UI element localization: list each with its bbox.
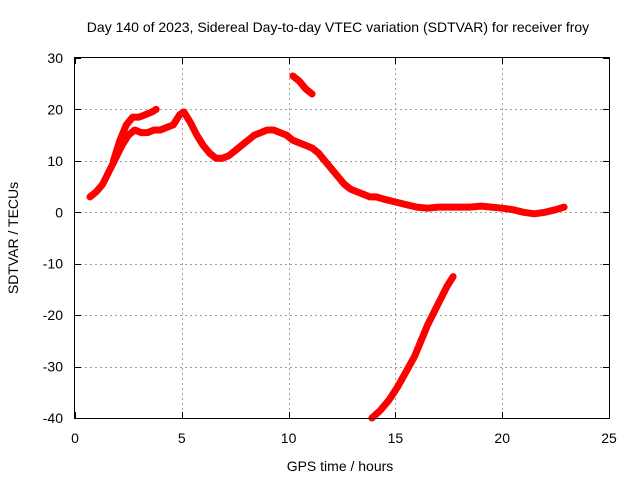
- x-tick-label: 15: [388, 430, 404, 446]
- series-line-main-arc: [86, 108, 568, 218]
- x-tick-label: 25: [601, 430, 617, 446]
- ticks: [75, 58, 610, 419]
- x-axis-label: GPS time / hours: [287, 458, 394, 474]
- x-tick-label: 20: [494, 430, 510, 446]
- x-tick-label: 0: [71, 430, 79, 446]
- series-line-descending-arc: [368, 273, 457, 422]
- y-tick-label: -40: [43, 410, 63, 426]
- y-tick-label: 0: [55, 204, 63, 220]
- x-tick-label: 5: [178, 430, 186, 446]
- y-tick-label: 20: [47, 101, 63, 117]
- x-tick-label: 10: [281, 430, 297, 446]
- series-layer: [86, 72, 568, 422]
- series-line-late-arc: [289, 72, 316, 98]
- y-axis-label: SDTVAR / TECUs: [5, 182, 21, 294]
- y-tick-label: 30: [47, 50, 63, 66]
- y-tick-label: -20: [43, 307, 63, 323]
- series-line-upper-branch: [109, 105, 160, 165]
- plot-frame: [74, 57, 610, 419]
- y-tick-label: 10: [47, 153, 63, 169]
- y-tick-labels: -40 -30 -20 -10 0 10 20 30: [43, 50, 63, 426]
- chart-title: Day 140 of 2023, Sidereal Day-to-day VTE…: [87, 19, 589, 35]
- x-tick-labels: 0 5 10 15 20 25: [71, 430, 617, 446]
- y-tick-label: -10: [43, 256, 63, 272]
- y-tick-label: -30: [43, 359, 63, 375]
